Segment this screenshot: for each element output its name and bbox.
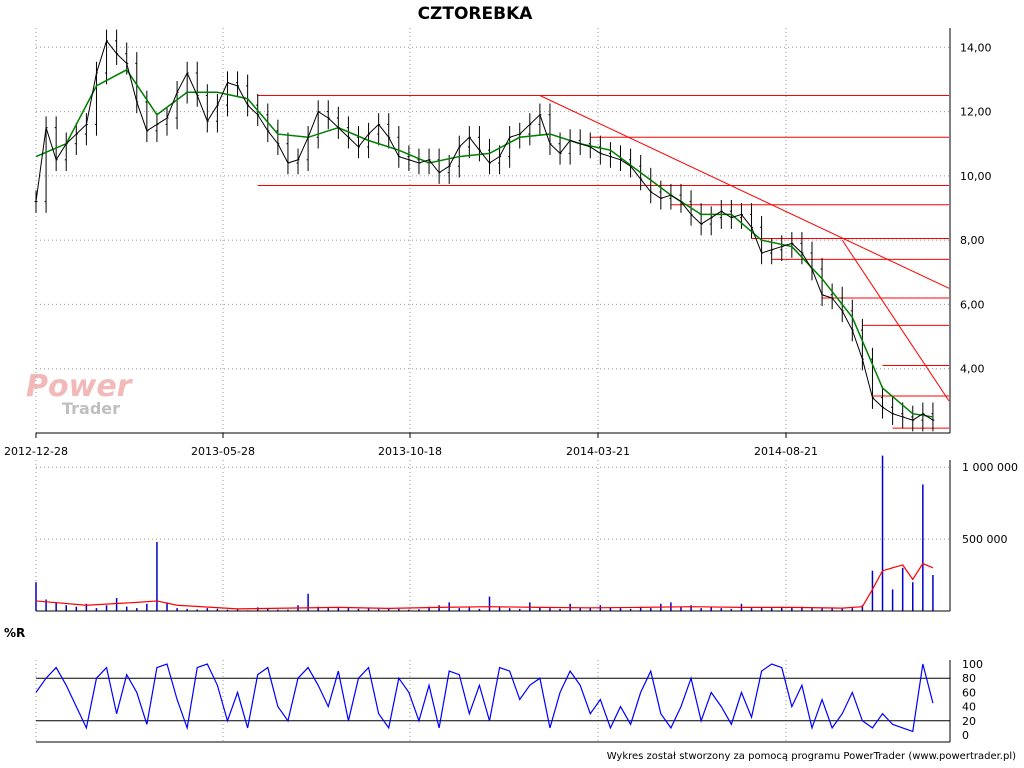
x-tick-label: 2013-10-18 [378, 445, 442, 458]
williams-r-y-tick: 80 [962, 672, 976, 685]
x-tick-label: 2014-03-21 [566, 445, 630, 458]
price-y-tick: 8,00 [960, 234, 985, 247]
williams-r-y-ticks: 0 20 40 60 80 100 [962, 658, 983, 742]
williams-r-line [35, 663, 934, 733]
williams-r-y-tick: 40 [962, 701, 976, 714]
price-y-tick: 10,00 [960, 170, 992, 183]
williams-r-y-tick: 0 [962, 729, 969, 742]
volume-grid [35, 460, 950, 611]
price-y-ticks: 4,00 6,00 8,00 10,00 12,00 14,00 [960, 41, 992, 375]
x-tick-label: 2013-05-28 [191, 445, 255, 458]
volume-y-tick: 1 000 000 [962, 461, 1018, 474]
volume-y-tick: 500 000 [962, 533, 1008, 546]
watermark-line1: Power [26, 369, 134, 404]
footer-credit: Wykres został stworzony za pomocą progra… [607, 751, 1016, 762]
price-y-tick: 12,00 [960, 106, 992, 119]
williams-r-y-tick: 20 [962, 715, 976, 728]
volume-panel: 500 000 1 000 000 [35, 455, 1018, 612]
chart-title: CZTOREBKA [418, 4, 534, 24]
williams-r-y-tick: 100 [962, 658, 983, 671]
price-moving-average-line [35, 68, 934, 418]
price-y-tick: 14,00 [960, 41, 992, 54]
price-y-tick: 6,00 [960, 298, 985, 311]
williams-r-panel: %R 0 20 40 60 80 100 [4, 626, 983, 743]
volume-bars [35, 455, 934, 611]
price-y-tick: 4,00 [960, 363, 985, 376]
trend-line [539, 95, 950, 289]
trend-lines [539, 95, 950, 402]
price-bars [34, 29, 935, 432]
watermark-line2: Trader [62, 399, 120, 418]
williams-r-y-tick: 60 [962, 686, 976, 699]
x-tick-label: 2014-08-21 [754, 445, 818, 458]
support-resistance-lines [257, 95, 949, 429]
trend-line [841, 239, 950, 402]
williams-r-grid [35, 660, 787, 742]
x-tick-label: 2012-12-28 [4, 445, 68, 458]
williams-r-label: %R [4, 626, 25, 640]
price-x-ticks: 2012-12-28 2013-05-28 2013-10-18 2014-03… [4, 433, 818, 458]
price-panel: 4,00 6,00 8,00 10,00 12,00 14,00 2012-12… [4, 28, 992, 458]
price-close-line [35, 39, 934, 421]
watermark: Power Trader [26, 369, 134, 418]
volume-moving-average-line [35, 562, 934, 610]
price-grid [35, 28, 950, 433]
